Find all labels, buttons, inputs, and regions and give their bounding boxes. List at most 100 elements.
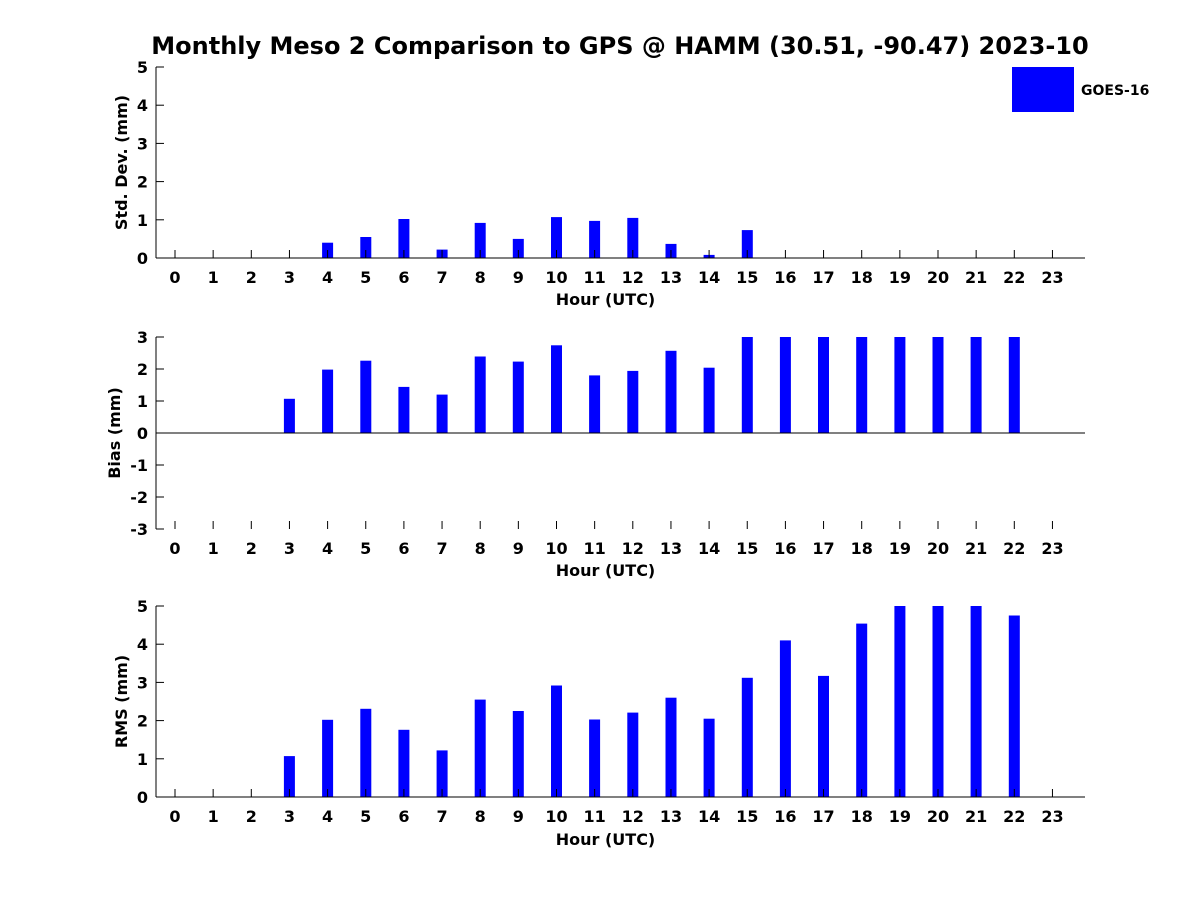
x-tick-label: 16 — [774, 807, 796, 826]
x-tick-label: 2 — [246, 807, 257, 826]
x-tick-label: 19 — [889, 807, 911, 826]
y-tick-label: 3 — [137, 134, 148, 153]
y-tick-label: 0 — [137, 788, 148, 807]
y-tick-label: 3 — [137, 328, 148, 347]
x-tick-label: 21 — [965, 807, 987, 826]
x-tick-label: 11 — [584, 268, 606, 287]
bar-hour-11 — [589, 220, 601, 258]
y-tick-label: 4 — [137, 96, 148, 115]
legend-swatch — [1012, 67, 1074, 112]
x-tick-label: 7 — [436, 807, 447, 826]
x-tick-label: 19 — [889, 539, 911, 558]
bar-hour-4 — [322, 719, 334, 797]
x-tick-label: 17 — [812, 539, 834, 558]
bar-hour-18 — [856, 623, 868, 797]
y-axis-label: Bias (mm) — [105, 387, 124, 479]
x-tick-label: 6 — [398, 539, 409, 558]
bar-hour-15 — [741, 230, 753, 258]
bar-hour-7 — [436, 750, 448, 797]
bar-hour-13 — [665, 697, 677, 797]
x-tick-label: 15 — [736, 268, 758, 287]
bar-hour-8 — [474, 356, 486, 433]
x-tick-label: 20 — [927, 268, 949, 287]
x-tick-label: 10 — [545, 539, 567, 558]
x-tick-label: 2 — [246, 268, 257, 287]
bar-hour-22 — [1008, 615, 1020, 797]
x-tick-label: 14 — [698, 807, 720, 826]
bar-hour-22 — [1008, 337, 1020, 433]
x-tick-label: 18 — [851, 268, 873, 287]
x-tick-label: 9 — [513, 268, 524, 287]
x-tick-label: 11 — [584, 539, 606, 558]
bar-hour-3 — [283, 756, 295, 797]
y-tick-label: 1 — [137, 211, 148, 230]
x-tick-label: 16 — [774, 539, 796, 558]
bar-hour-9 — [512, 711, 524, 797]
y-tick-label: 5 — [137, 58, 148, 77]
y-tick-label: 1 — [137, 750, 148, 769]
chart-title: Monthly Meso 2 Comparison to GPS @ HAMM … — [151, 32, 1088, 60]
x-axis-label: Hour (UTC) — [556, 830, 656, 849]
x-tick-label: 17 — [812, 807, 834, 826]
x-tick-label: 3 — [284, 268, 295, 287]
x-tick-label: 13 — [660, 807, 682, 826]
bar-hour-10 — [551, 685, 562, 797]
x-tick-label: 3 — [284, 807, 295, 826]
x-tick-label: 0 — [169, 539, 180, 558]
x-tick-label: 23 — [1041, 268, 1063, 287]
bar-hour-5 — [360, 360, 372, 433]
x-tick-label: 4 — [322, 539, 333, 558]
bar-hour-9 — [512, 238, 524, 258]
x-tick-label: 21 — [965, 268, 987, 287]
x-tick-label: 15 — [736, 539, 758, 558]
x-tick-label: 2 — [246, 539, 257, 558]
x-tick-label: 14 — [698, 268, 720, 287]
bar-hour-15 — [741, 337, 753, 433]
bar-hour-14 — [703, 367, 715, 433]
bar-hour-20 — [932, 606, 944, 797]
bar-hour-5 — [360, 237, 372, 258]
x-tick-label: 0 — [169, 268, 180, 287]
bar-hour-16 — [779, 640, 791, 797]
x-tick-label: 22 — [1003, 807, 1025, 826]
bar-hour-10 — [551, 217, 562, 258]
bar-hour-12 — [627, 370, 639, 433]
x-tick-label: 0 — [169, 807, 180, 826]
bar-hour-18 — [856, 337, 868, 433]
bar-hour-19 — [894, 606, 906, 797]
x-tick-label: 12 — [622, 268, 644, 287]
x-tick-label: 1 — [208, 539, 219, 558]
x-tick-label: 12 — [622, 807, 644, 826]
x-axis-label: Hour (UTC) — [556, 290, 656, 309]
x-tick-label: 12 — [622, 539, 644, 558]
x-tick-label: 1 — [208, 807, 219, 826]
x-tick-label: 5 — [360, 268, 371, 287]
y-axis-label: Std. Dev. (mm) — [112, 95, 131, 230]
x-tick-label: 4 — [322, 807, 333, 826]
y-tick-label: 0 — [137, 424, 148, 443]
bar-hour-20 — [932, 337, 944, 433]
x-tick-label: 6 — [398, 807, 409, 826]
y-tick-label: 2 — [137, 360, 148, 379]
y-tick-label: 2 — [137, 712, 148, 731]
bar-hour-12 — [627, 712, 639, 797]
bar-hour-14 — [703, 718, 715, 797]
x-tick-label: 20 — [927, 807, 949, 826]
x-tick-label: 13 — [660, 539, 682, 558]
y-tick-label: 3 — [137, 673, 148, 692]
y-tick-label: -1 — [130, 456, 148, 475]
x-tick-label: 9 — [513, 807, 524, 826]
bar-hour-8 — [474, 699, 486, 797]
x-tick-label: 7 — [436, 539, 447, 558]
x-tick-label: 23 — [1041, 539, 1063, 558]
x-tick-label: 4 — [322, 268, 333, 287]
y-tick-label: -3 — [130, 520, 148, 539]
bar-hour-4 — [322, 369, 334, 433]
x-tick-label: 1 — [208, 268, 219, 287]
x-tick-label: 18 — [851, 539, 873, 558]
x-tick-label: 8 — [475, 268, 486, 287]
